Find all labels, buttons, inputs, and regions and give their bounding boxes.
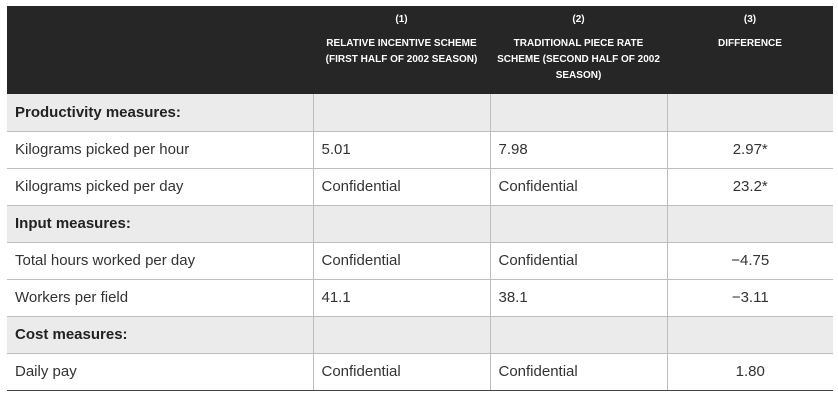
- row-label: Kilograms picked per day: [7, 168, 313, 206]
- empty-cell: [666, 94, 833, 132]
- section-title: Productivity measures:: [7, 94, 313, 132]
- header-col-1: (1) RELATIVE INCENTIVE SCHEME (FIRST HAL…: [313, 6, 490, 94]
- difference-value: 2.97*: [666, 131, 833, 169]
- row-label: Daily pay: [7, 353, 313, 391]
- section-title: Input measures:: [7, 205, 313, 243]
- empty-cell: [312, 316, 490, 354]
- difference-value: −4.75: [666, 242, 833, 280]
- col-label: TRADITIONAL PIECE RATE SCHEME (SECOND HA…: [497, 38, 660, 81]
- col2-value: 7.98: [489, 131, 667, 169]
- col1-value: Confidential: [312, 168, 490, 206]
- difference-value: 1.80: [666, 353, 833, 391]
- difference-value: −3.11: [666, 279, 833, 317]
- table-row: Kilograms picked per hour 5.01 7.98 2.97…: [7, 131, 833, 169]
- empty-cell: [489, 94, 667, 132]
- table-row: Workers per field 41.1 38.1 −3.11: [7, 279, 833, 317]
- col-label: RELATIVE INCENTIVE SCHEME (FIRST HALF OF…: [325, 38, 478, 65]
- col-number: (3): [743, 14, 757, 25]
- section-row: Productivity measures:: [7, 94, 833, 132]
- table-body: Productivity measures: Kilograms picked …: [7, 94, 833, 391]
- col-number: (2): [572, 14, 585, 25]
- col1-value: Confidential: [312, 353, 490, 391]
- col2-value: Confidential: [489, 242, 667, 280]
- col1-value: Confidential: [312, 242, 490, 280]
- table-header: (1) RELATIVE INCENTIVE SCHEME (FIRST HAL…: [7, 6, 833, 94]
- col2-value: 38.1: [489, 279, 667, 317]
- col1-value: 5.01: [312, 131, 490, 169]
- section-row: Cost measures:: [7, 316, 833, 354]
- row-label: Kilograms picked per hour: [7, 131, 313, 169]
- empty-cell: [489, 316, 667, 354]
- col-label: DIFFERENCE: [718, 38, 782, 49]
- empty-cell: [312, 94, 490, 132]
- table-row: Daily pay Confidential Confidential 1.80: [7, 353, 833, 391]
- table-row: Total hours worked per day Confidential …: [7, 242, 833, 280]
- col1-value: 41.1: [312, 279, 490, 317]
- results-table: (1) RELATIVE INCENTIVE SCHEME (FIRST HAL…: [7, 6, 833, 391]
- col2-value: Confidential: [489, 168, 667, 206]
- header-col-2: (2) TRADITIONAL PIECE RATE SCHEME (SECON…: [490, 6, 667, 94]
- row-label: Total hours worked per day: [7, 242, 313, 280]
- empty-cell: [666, 205, 833, 243]
- header-blank-cell: [7, 6, 313, 94]
- empty-cell: [666, 316, 833, 354]
- table-row: Kilograms picked per day Confidential Co…: [7, 168, 833, 206]
- col2-value: Confidential: [489, 353, 667, 391]
- header-col-3: (3) DIFFERENCE: [667, 6, 833, 94]
- section-row: Input measures:: [7, 205, 833, 243]
- empty-cell: [489, 205, 667, 243]
- section-title: Cost measures:: [7, 316, 313, 354]
- difference-value: 23.2*: [666, 168, 833, 206]
- col-number: (1): [395, 14, 408, 25]
- row-label: Workers per field: [7, 279, 313, 317]
- empty-cell: [312, 205, 490, 243]
